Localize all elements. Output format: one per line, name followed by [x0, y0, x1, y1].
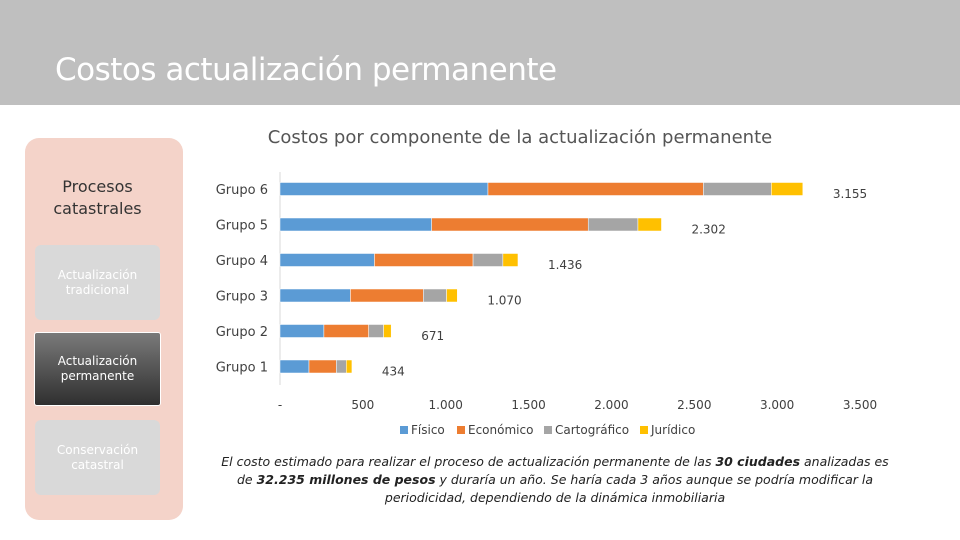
bar-segment [279, 359, 310, 374]
bar-segment [771, 182, 804, 196]
bar-segment [383, 324, 392, 338]
bar-segment [279, 288, 351, 303]
legend-swatch [457, 426, 465, 434]
total-label: 3.155 [833, 187, 867, 201]
bar-segment [350, 288, 424, 303]
x-tick-label: 500 [351, 398, 374, 412]
total-label: 1.070 [487, 294, 521, 308]
chart-title: Costos por componente de la actualizació… [267, 127, 773, 148]
sidebar-item-actualizacion-permanente[interactable]: Actualización permanente [35, 333, 160, 405]
bar-segment [346, 359, 353, 374]
bar-segment [487, 182, 704, 196]
bar-segment [431, 217, 589, 232]
bar-segment [279, 253, 375, 267]
bar-segment [423, 288, 447, 303]
legend-label: Jurídico [650, 423, 695, 437]
category-label: Grupo 1 [216, 361, 268, 376]
bar-segment [323, 324, 369, 338]
x-tick-label: 2.500 [677, 398, 711, 412]
legend-swatch [544, 426, 552, 434]
bar-segment [502, 253, 519, 267]
caption-bold-cities: 30 ciudades [715, 454, 801, 469]
caption-text-2: analizadas es de [237, 454, 889, 487]
total-label: 671 [421, 329, 444, 343]
total-label: 434 [382, 365, 405, 379]
bar-segment [446, 288, 458, 303]
sidebar-item-conservacion-catastral[interactable]: Conservación catastral [35, 420, 160, 495]
legend-label: Económico [468, 423, 533, 437]
sidebar-item-actualizacion-tradicional[interactable]: Actualización tradicional [35, 245, 160, 320]
header-bar: Costos actualización permanente [0, 0, 960, 105]
bar-segment [279, 217, 432, 232]
category-label: Grupo 5 [216, 219, 268, 234]
bar-segment [472, 253, 504, 267]
bar-segment [368, 324, 384, 338]
bar-segment [374, 253, 474, 267]
sidebar-item-label: Actualización tradicional [57, 267, 138, 297]
legend-swatch [640, 426, 648, 434]
x-tick-label: 1.000 [429, 398, 463, 412]
total-label: 1.436 [548, 258, 582, 272]
page-title: Costos actualización permanente [55, 52, 557, 88]
x-tick-label: - [278, 398, 282, 412]
x-tick-label: 3.000 [760, 398, 794, 412]
total-label: 2.302 [691, 223, 725, 237]
category-label: Grupo 4 [216, 254, 268, 269]
caption-bold-amount: 32.235 millones de pesos [256, 472, 436, 487]
bar-segment [308, 359, 337, 374]
category-label: Grupo 6 [216, 183, 268, 198]
bar-segment [279, 324, 325, 338]
sidebar-title: Procesos catastrales [53, 177, 142, 218]
category-label: Grupo 2 [216, 325, 268, 340]
caption-text-3: y duraría un año. Se haría cada 3 años a… [384, 472, 873, 505]
bar-segment [587, 217, 639, 232]
bar-segment [279, 182, 489, 196]
legend-swatch [400, 426, 408, 434]
bar-segment [336, 359, 347, 374]
category-label: Grupo 3 [216, 290, 268, 305]
bar-segment [637, 217, 662, 232]
x-tick-label: 3.500 [843, 398, 877, 412]
sidebar-item-label: Conservación catastral [56, 442, 139, 472]
x-tick-label: 1.500 [511, 398, 545, 412]
caption-text-1: El costo estimado para realizar el proce… [221, 454, 716, 469]
x-tick-label: 2.000 [594, 398, 628, 412]
bar-segment [703, 182, 772, 196]
legend-label: Cartográfico [555, 423, 629, 437]
legend-label: Físico [411, 423, 445, 437]
chart-caption: El costo estimado para realizar el proce… [220, 453, 890, 507]
sidebar-item-label: Actualización permanente [57, 354, 138, 383]
